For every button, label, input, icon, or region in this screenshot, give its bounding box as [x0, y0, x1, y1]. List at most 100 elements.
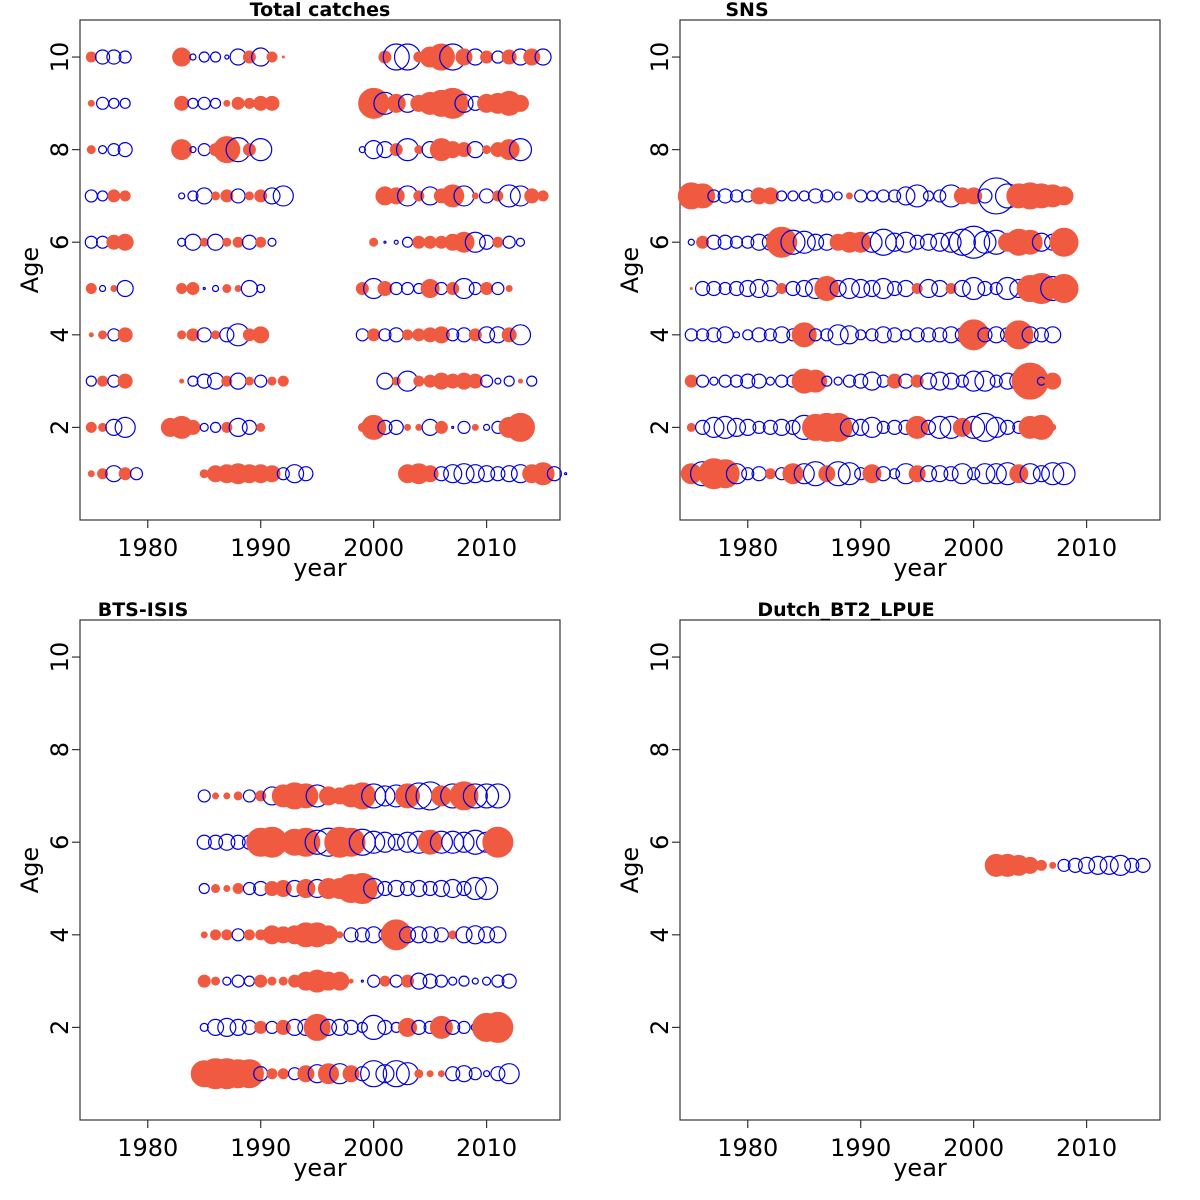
residual-bubble-negative [231, 928, 245, 942]
x-tick-label: 1980 [117, 534, 178, 562]
residual-bubble-negative [197, 789, 211, 803]
residual-bubble-positive [266, 1068, 278, 1080]
residual-bubble-positive [221, 929, 233, 941]
residual-bubble-negative [709, 376, 719, 386]
residual-bubble-positive [254, 189, 268, 203]
residual-bubble-negative [177, 237, 187, 247]
residual-bubble-negative [808, 328, 823, 342]
residual-bubble-negative [107, 143, 121, 157]
residual-bubble-negative [725, 463, 748, 485]
residual-bubble-negative [716, 326, 734, 344]
residual-bubble-negative [96, 190, 109, 202]
residual-bubble-negative [387, 833, 405, 851]
residual-bubble-negative [876, 420, 890, 435]
residual-bubble-positive [223, 792, 231, 800]
residual-bubble-negative [298, 466, 314, 482]
residual-bubble-positive [386, 93, 406, 113]
residual-bubble-positive [686, 422, 696, 432]
residual-bubble-positive [277, 1068, 289, 1080]
residual-bubble-negative [242, 881, 257, 896]
residual-bubble-negative [839, 417, 860, 438]
residual-bubble-positive [244, 191, 254, 201]
residual-bubble-negative [482, 423, 491, 432]
residual-bubble-positive [761, 187, 779, 205]
residual-bubble-positive [222, 237, 232, 247]
residual-bubble-negative [187, 375, 199, 387]
residual-bubble-negative [820, 328, 834, 342]
plot-frame [679, 619, 1161, 1121]
residual-bubble-positive [804, 369, 828, 393]
residual-bubble-positive [303, 1013, 331, 1041]
residual-bubble-positive [511, 94, 529, 112]
residual-bubble-positive [429, 1015, 453, 1039]
residual-bubble-positive [318, 925, 338, 945]
residual-bubble-negative [477, 326, 496, 344]
residual-bubble-positive [212, 792, 220, 800]
residual-bubble-positive [965, 187, 983, 205]
panel-title: Dutch_BT2_LPUE [757, 599, 934, 621]
residual-bubble-negative [388, 419, 404, 436]
residual-bubble-negative [827, 324, 849, 346]
residual-bubble-negative [687, 238, 695, 246]
residual-bubble-negative [931, 279, 949, 298]
residual-bubble-positive [480, 282, 494, 296]
y-tick-label: 8 [46, 742, 74, 757]
residual-bubble-negative [763, 328, 777, 342]
residual-bubble-positive [517, 378, 523, 384]
residual-bubble-positive [223, 885, 231, 893]
residual-bubble-positive [232, 236, 244, 248]
residual-bubble-negative [752, 420, 766, 435]
residual-bubble-positive [680, 463, 702, 485]
residual-bubble-negative [933, 189, 947, 203]
residual-bubble-negative [546, 466, 562, 482]
x-axis-title: year [893, 1154, 947, 1182]
residual-bubble-negative [383, 240, 387, 244]
residual-bubble-positive [199, 237, 209, 247]
residual-bubble-negative [761, 279, 779, 298]
residual-bubble-negative [918, 278, 939, 299]
residual-bubble-negative [806, 233, 825, 251]
residual-bubble-negative [129, 467, 144, 481]
residual-bubble-negative [838, 277, 861, 300]
residual-bubble-negative [785, 280, 801, 297]
residual-bubble-negative [114, 416, 136, 439]
residual-bubble-negative [900, 329, 912, 341]
residual-bubble-positive [85, 51, 97, 63]
residual-bubble-negative [515, 237, 526, 247]
residual-bubble-negative [1052, 462, 1076, 486]
residual-bubble-positive [414, 145, 424, 155]
residual-bubble-positive [415, 423, 423, 431]
residual-bubble-positive [87, 99, 95, 107]
residual-bubble-negative [485, 783, 511, 809]
residual-bubble-positive [267, 976, 277, 986]
residual-bubble-negative [820, 189, 834, 203]
residual-bubble-negative [343, 927, 359, 943]
residual-bubble-negative [387, 879, 405, 898]
residual-bubble-negative [446, 328, 460, 342]
residual-bubble-negative [852, 418, 870, 437]
y-tick-label: 6 [646, 835, 674, 850]
residual-bubble-positive [501, 327, 517, 343]
residual-bubble-positive [234, 285, 242, 293]
residual-bubble-positive [492, 236, 504, 248]
residual-bubble-negative [197, 143, 211, 157]
residual-bubble-negative [285, 1018, 304, 1037]
residual-bubble-negative [231, 974, 245, 988]
residual-bubble-positive [814, 276, 840, 302]
residual-bubble-negative [482, 1070, 491, 1078]
residual-bubble-negative [256, 283, 266, 294]
residual-bubble-positive [252, 326, 270, 344]
residual-bubble-positive [211, 976, 221, 986]
residual-bubble-negative [422, 880, 438, 897]
residual-bubble-negative [967, 467, 981, 481]
residual-bubble-negative [451, 425, 455, 430]
residual-bubble-positive [231, 96, 245, 110]
residual-bubble-negative [953, 279, 971, 298]
residual-bubble-positive [223, 99, 231, 107]
residual-bubble-negative [833, 376, 843, 386]
residual-bubble-negative [398, 926, 417, 944]
residual-bubble-positive [427, 43, 455, 71]
residual-bubble-negative [920, 327, 937, 343]
residual-bubble-negative [453, 831, 475, 853]
residual-bubble-negative [728, 280, 745, 297]
